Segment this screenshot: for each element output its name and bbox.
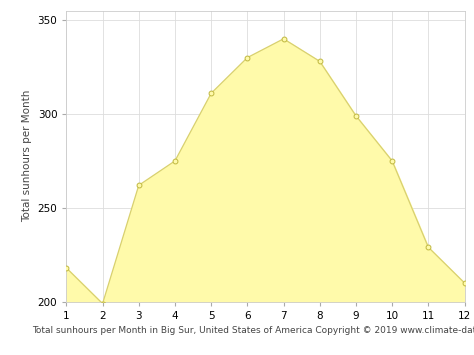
Y-axis label: Total sunhours per Month: Total sunhours per Month (22, 90, 32, 222)
X-axis label: Total sunhours per Month in Big Sur, United States of America Copyright © 2019 w: Total sunhours per Month in Big Sur, Uni… (32, 326, 474, 335)
